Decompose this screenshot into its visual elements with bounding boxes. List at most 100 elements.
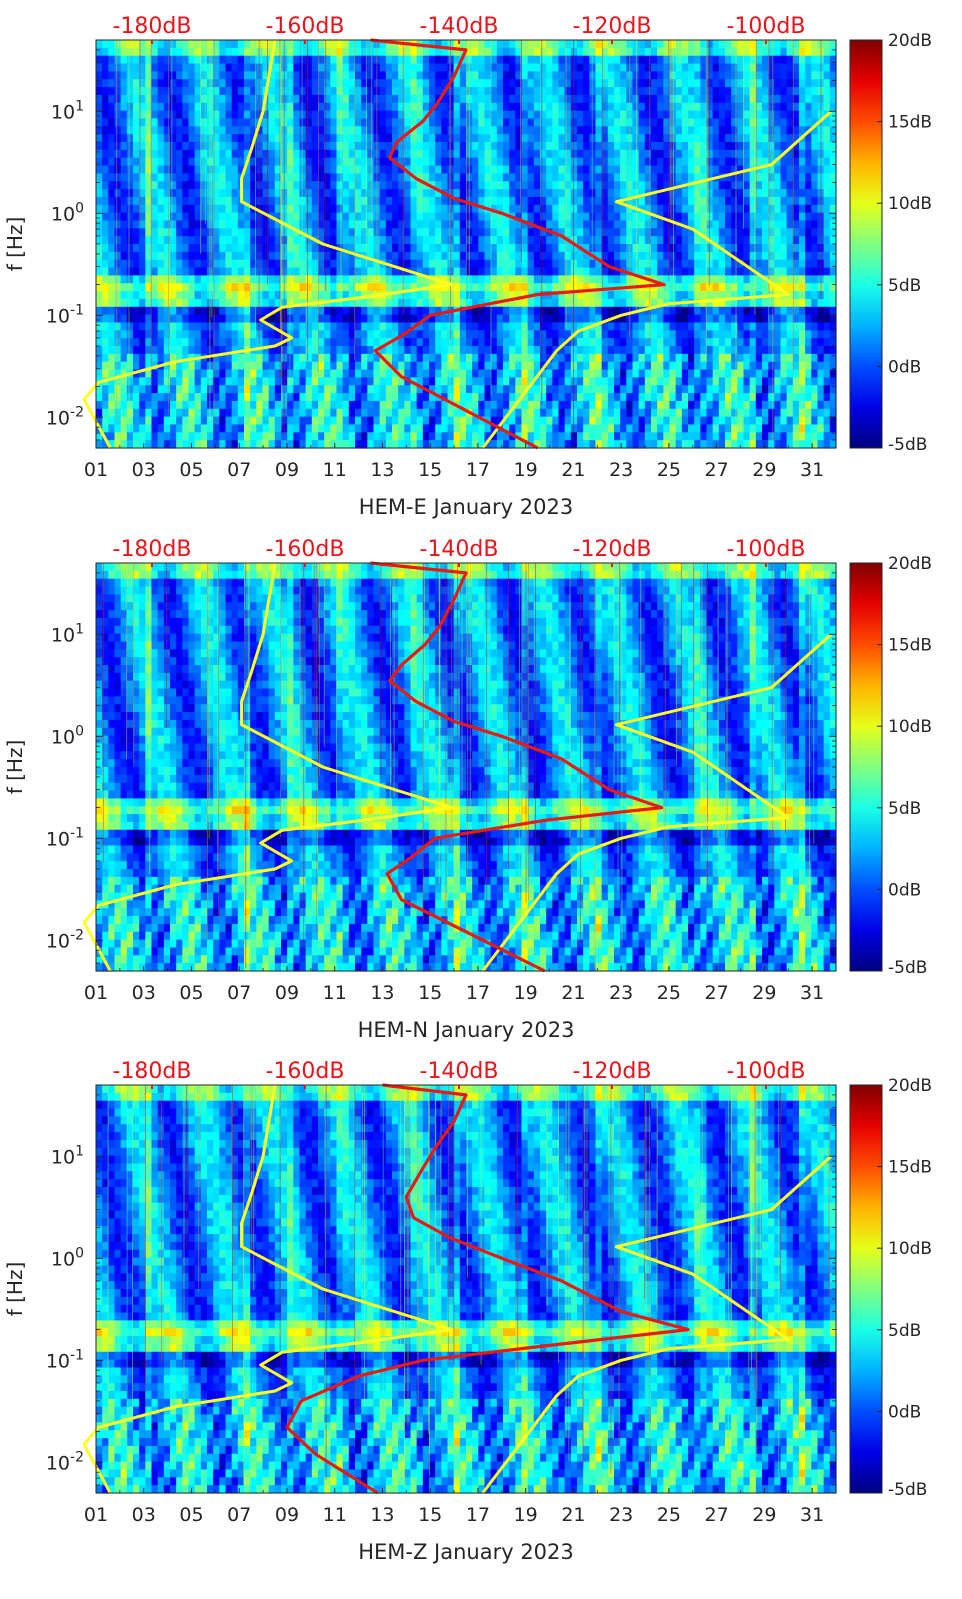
heatmap-cells: [96, 563, 837, 972]
x-tick-label: 19: [514, 1504, 538, 1526]
top-axis-label: -120dB: [573, 1059, 652, 1084]
colorbar-label: 5dB: [888, 276, 921, 296]
top-axis-label: -100dB: [727, 1059, 806, 1084]
y-tick-label: 100: [51, 200, 84, 225]
x-axis-label: HEM-Z January 2023: [358, 1540, 574, 1564]
x-tick-label: 23: [609, 459, 633, 481]
colorbar-label: 0dB: [888, 880, 921, 900]
colorbar: [849, 39, 883, 449]
x-tick-label: 27: [705, 1504, 729, 1526]
colorbar-label: 10dB: [888, 717, 932, 737]
x-tick-label: 25: [657, 1504, 681, 1526]
top-axis-label: -140dB: [420, 14, 499, 39]
top-axis-label: -100dB: [727, 14, 806, 39]
x-tick-label: 13: [370, 982, 394, 1004]
x-tick-label: 25: [657, 982, 681, 1004]
x-tick-label: 29: [752, 459, 776, 481]
x-tick-label: 13: [370, 459, 394, 481]
x-tick-label: 23: [609, 1504, 633, 1526]
x-tick-label: 21: [561, 1504, 585, 1526]
colorbar-label: 20dB: [888, 31, 932, 51]
spectrogram-panel-1: 01 03 05 07 09 11 13 15 17 19 21 23 25 27 29 31 10-2 10-1…: [3, 14, 932, 519]
heatmap-cells: [96, 40, 837, 449]
x-tick-label: 01: [84, 459, 108, 481]
colorbar-label: 5dB: [888, 1321, 921, 1341]
x-tick-label: 29: [752, 982, 776, 1004]
colorbar-label: -5dB: [888, 435, 927, 455]
high-noise-model-curve: [481, 1155, 833, 1494]
psd-curve: [370, 38, 666, 450]
x-tick-label: 13: [370, 1504, 394, 1526]
colorbar: [849, 562, 883, 972]
psd-curve: [285, 1083, 690, 1495]
y-tick-label: 10-2: [46, 404, 84, 429]
x-tick-label: 09: [275, 982, 299, 1004]
low-noise-model-curve: [82, 562, 454, 972]
spectrogram-panel-2: 01 03 05 07 09 11 13 15 17 19 21 23 25 27 29 31 10-2 10-1…: [3, 537, 932, 1042]
x-axis-label: HEM-N January 2023: [358, 1018, 575, 1042]
x-tick-label: 15: [418, 459, 442, 481]
colorbar-label: 0dB: [888, 1402, 921, 1422]
y-tick-label: 100: [51, 723, 84, 748]
x-tick-label: 31: [800, 982, 824, 1004]
psd-curve: [370, 561, 664, 973]
spectrogram-panel-3: 01 03 05 07 09 11 13 15 17 19 21 23 25 27 29 31 10-2 10-1…: [3, 1059, 932, 1564]
x-tick-label: 05: [179, 459, 203, 481]
x-tick-label: 11: [323, 1504, 347, 1526]
x-tick-label: 07: [227, 459, 251, 481]
x-tick-label: 27: [705, 982, 729, 1004]
colorbar: [849, 1084, 883, 1494]
y-tick-label: 10-1: [46, 825, 84, 850]
y-tick-label: 101: [51, 621, 84, 646]
top-axis-label: -160dB: [266, 14, 345, 39]
x-tick-label: 05: [179, 982, 203, 1004]
top-axis-label: -140dB: [420, 1059, 499, 1084]
y-axis-label: f [Hz]: [3, 740, 27, 795]
curves: [82, 561, 833, 973]
low-noise-model-curve: [82, 39, 454, 449]
top-axis-label: -160dB: [266, 1059, 345, 1084]
x-tick-label: 11: [323, 982, 347, 1004]
colorbar-label: 20dB: [888, 554, 932, 574]
y-axis-label: f [Hz]: [3, 217, 27, 272]
top-axis-label: -180dB: [113, 1059, 192, 1084]
x-tick-label: 29: [752, 1504, 776, 1526]
top-axis-label: -100dB: [727, 537, 806, 562]
y-tick-label: 101: [51, 1143, 84, 1168]
y-tick-label: 10-1: [46, 302, 84, 327]
x-tick-label: 09: [275, 1504, 299, 1526]
colorbar-label: -5dB: [888, 1480, 927, 1500]
y-tick-label: 10-2: [46, 927, 84, 952]
y-tick-label: 10-2: [46, 1449, 84, 1474]
colorbar-label: 15dB: [888, 1158, 932, 1178]
high-noise-model-curve: [481, 110, 833, 449]
x-tick-label: 03: [132, 1504, 156, 1526]
colorbar-label: 0dB: [888, 357, 921, 377]
x-tick-label: 01: [84, 982, 108, 1004]
y-axis-label: f [Hz]: [3, 1262, 27, 1317]
x-tick-label: 03: [132, 982, 156, 1004]
colorbar-label: 10dB: [888, 1239, 932, 1259]
x-tick-label: 25: [657, 459, 681, 481]
x-tick-label: 03: [132, 459, 156, 481]
colorbar-label: 20dB: [888, 1076, 932, 1096]
high-noise-model-curve: [481, 633, 833, 972]
x-tick-label: 19: [514, 459, 538, 481]
x-tick-label: 17: [466, 1504, 490, 1526]
x-tick-label: 07: [227, 1504, 251, 1526]
x-tick-label: 17: [466, 459, 490, 481]
top-axis-label: -180dB: [113, 537, 192, 562]
y-tick-label: 100: [51, 1245, 84, 1270]
x-tick-label: 17: [466, 982, 490, 1004]
colorbar-label: -5dB: [888, 958, 927, 978]
heatmap-cells: [96, 1085, 837, 1494]
top-axis-label: -120dB: [573, 14, 652, 39]
low-noise-model-curve: [82, 1084, 454, 1494]
colorbar-label: 5dB: [888, 799, 921, 819]
colorbar-label: 15dB: [888, 113, 932, 133]
x-tick-label: 01: [84, 1504, 108, 1526]
x-tick-label: 21: [561, 459, 585, 481]
x-axis-label: HEM-E January 2023: [359, 495, 573, 519]
curves: [82, 38, 833, 450]
x-tick-label: 23: [609, 982, 633, 1004]
